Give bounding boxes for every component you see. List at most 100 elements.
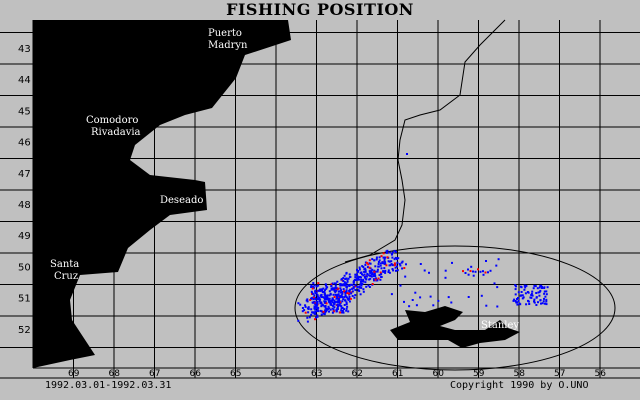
fishing-point [358, 266, 361, 269]
fishing-point [524, 286, 527, 289]
fishing-point [342, 311, 345, 314]
fishing-point [377, 265, 380, 268]
fishing-point [545, 303, 548, 306]
fishing-point [368, 266, 371, 269]
fishing-point [324, 305, 327, 307]
fishing-point [312, 298, 315, 301]
fishing-point [313, 305, 316, 308]
fishing-point [361, 273, 363, 276]
fishing-point [356, 273, 358, 276]
fishing-point [307, 311, 310, 314]
fishing-point [530, 294, 533, 296]
fishing-point [382, 270, 385, 273]
fishing-point [324, 284, 327, 286]
fishing-point [322, 312, 325, 315]
fishing-point [343, 281, 346, 284]
fishing-point [311, 311, 314, 314]
fishing-point [320, 313, 323, 316]
fishing-point [325, 287, 328, 290]
fishing-point [403, 267, 406, 269]
fishing-point [533, 298, 536, 301]
fishing-point [347, 292, 350, 295]
fishing-point [312, 301, 315, 304]
fishing-point [304, 311, 307, 314]
fishing-point [350, 291, 353, 294]
fishing-point [372, 278, 375, 281]
fishing-point [375, 258, 378, 261]
fishing-point [527, 299, 529, 302]
fishing-point [322, 310, 325, 313]
fishing-point [325, 285, 328, 288]
fishing-point [331, 307, 334, 310]
fishing-point [408, 305, 411, 308]
fishing-point [347, 298, 350, 301]
fishing-point [373, 272, 376, 274]
fishing-point [391, 252, 394, 255]
fishing-point [395, 269, 397, 272]
fishing-point [387, 271, 390, 273]
fishing-point [356, 268, 358, 271]
fishing-point [326, 297, 329, 300]
fishing-point [523, 288, 526, 291]
fishing-point [414, 291, 417, 294]
fishing-point [363, 273, 366, 276]
fishing-point [521, 294, 524, 297]
fishing-point [344, 278, 347, 280]
fishing-point [539, 289, 542, 292]
fishing-point [345, 309, 348, 312]
fishing-point [315, 304, 318, 307]
fishing-point [365, 285, 368, 288]
place-label-deseado: Deseado [160, 195, 203, 206]
fishing-point [318, 296, 321, 299]
fishing-point [313, 284, 316, 287]
fishing-point [338, 298, 340, 301]
fishing-point [333, 301, 336, 304]
fishing-point [370, 270, 373, 273]
fishing-point [482, 273, 485, 276]
fishing-point [321, 291, 324, 294]
fishing-point [392, 269, 395, 272]
fishing-point [376, 268, 379, 271]
fishing-point [306, 298, 309, 301]
fishing-point [345, 303, 348, 306]
fishing-point [315, 285, 318, 288]
fishing-point [374, 277, 377, 280]
latitude-label: 45 [18, 106, 31, 117]
fishing-point [342, 298, 345, 301]
fishing-point [528, 303, 531, 305]
fishing-point [379, 264, 382, 267]
fishing-point [330, 288, 333, 291]
fishing-point [314, 313, 317, 315]
map-title: FISHING POSITION [226, 0, 414, 19]
fishing-point [351, 295, 354, 297]
fishing-point [348, 293, 351, 296]
fishing-point [391, 268, 394, 270]
place-label-santa-cruz: Santa Cruz [50, 259, 82, 282]
fishing-point [344, 294, 347, 297]
fishing-point [379, 278, 382, 281]
fishing-point [535, 304, 538, 306]
latitude-label: 43 [18, 44, 31, 55]
fishing-point [397, 257, 400, 260]
fishing-point [307, 306, 310, 309]
fishing-point [539, 299, 542, 302]
fishing-point [331, 298, 334, 301]
fishing-point [526, 291, 529, 293]
fishing-point [346, 305, 349, 308]
fishing-point [354, 294, 357, 297]
fishing-point [364, 281, 367, 284]
fishing-point [315, 291, 318, 294]
fishing-point [354, 273, 357, 276]
fishing-point [369, 262, 372, 265]
fishing-point [474, 270, 477, 273]
fishing-point [340, 311, 343, 314]
fishing-point [540, 302, 542, 305]
latitude-label: 46 [18, 138, 31, 149]
fishing-point [362, 266, 365, 268]
longitude-label: 69 [68, 369, 80, 379]
fishing-point [362, 290, 365, 293]
longitude-label: 68 [109, 369, 121, 379]
fishing-point [297, 302, 300, 305]
fishing-point [337, 305, 339, 308]
fishing-point [336, 307, 339, 310]
